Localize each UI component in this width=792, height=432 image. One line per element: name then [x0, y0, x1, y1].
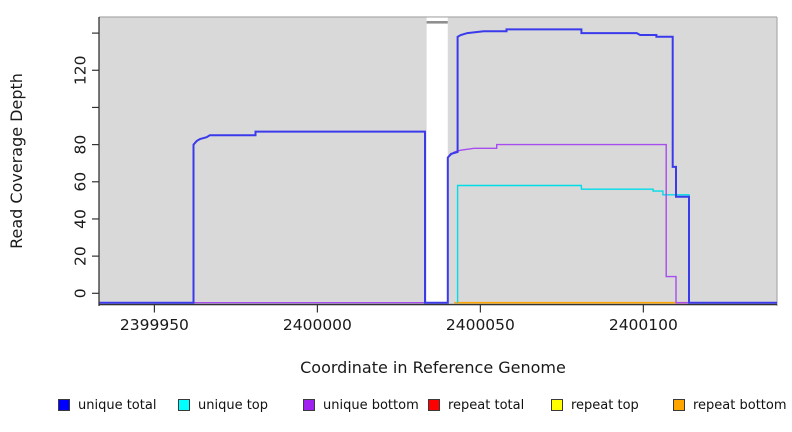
legend-item-unique-top: unique top: [178, 396, 268, 414]
legend-label: repeat top: [571, 397, 639, 413]
y-tick-label: 60: [71, 172, 89, 192]
x-tick-label: 2400050: [446, 316, 515, 334]
legend-swatch-repeat-total: [428, 399, 440, 411]
legend-swatch-unique-top: [178, 399, 190, 411]
legend-swatch-repeat-bottom: [673, 399, 685, 411]
legend-item-repeat-bottom: repeat bottom: [673, 396, 787, 414]
x-tick-label: 2399950: [120, 316, 189, 334]
plot-layer: 0 20 40 60 80 120 2399950 2400000 2400050 2400100: [71, 16, 778, 334]
x-axis-title: Coordinate in Reference Genome: [300, 358, 566, 377]
y-tick-label: 20: [71, 246, 89, 266]
legend-label: unique bottom: [323, 397, 419, 413]
legend-label: repeat bottom: [693, 397, 787, 413]
highlight-band: [426, 17, 448, 303]
legend-label: repeat total: [448, 397, 525, 413]
legend-swatch-unique-total: [58, 399, 70, 411]
y-tick-label: 80: [71, 135, 89, 155]
legend: unique total unique top unique bottom repea…: [0, 396, 792, 416]
y-tick-label: 0: [71, 288, 89, 298]
legend-label: unique total: [78, 397, 157, 413]
legend-item-repeat-total: repeat total: [428, 396, 524, 414]
x-tick-label: 2400000: [283, 316, 352, 334]
legend-swatch-repeat-top: [551, 399, 563, 411]
legend-label: unique top: [198, 397, 269, 413]
y-tick-label: 40: [71, 209, 89, 229]
y-tick-label: 120: [71, 55, 89, 85]
y-axis-title: Read Coverage Depth: [7, 73, 26, 249]
legend-item-unique-bottom: unique bottom: [303, 396, 419, 414]
x-tick-label: 2400100: [609, 316, 678, 334]
highlight-band-cap: [426, 21, 448, 24]
legend-item-repeat-top: repeat top: [551, 396, 639, 414]
legend-item-unique-total: unique total: [58, 396, 156, 414]
series-unique-total: [99, 28, 777, 304]
legend-swatch-unique-bottom: [303, 399, 315, 411]
